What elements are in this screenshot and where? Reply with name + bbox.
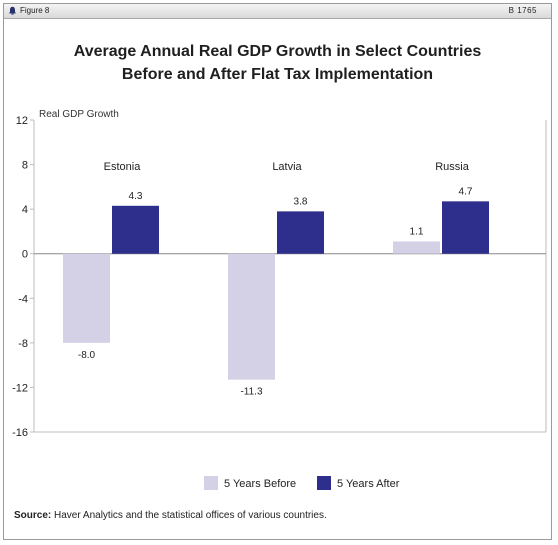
source-text: Haver Analytics and the statistical offi… (51, 510, 327, 521)
y-tick-label: -16 (12, 427, 28, 439)
source-label: Source: (14, 510, 52, 521)
bell-logo-icon (8, 6, 17, 15)
data-label: 4.7 (459, 186, 473, 197)
legend-label: 5 Years Before (224, 478, 296, 490)
legend-swatch (317, 476, 331, 490)
bar-after (442, 201, 489, 254)
category-label: Latvia (272, 161, 302, 173)
figure-label: Figure 8 (20, 6, 50, 15)
figure-header-bar: Figure 8 B 1765 (4, 4, 551, 19)
data-label: -11.3 (240, 387, 262, 398)
bar-after (112, 205, 159, 254)
y-tick-label: -12 (12, 382, 28, 394)
bar-before (63, 253, 110, 343)
y-tick-label: -8 (18, 338, 28, 350)
category-label: Russia (435, 161, 470, 173)
y-axis-label: Real GDP Growth (39, 109, 119, 120)
y-tick-label: 8 (22, 160, 28, 172)
bar-after (277, 211, 324, 254)
chart-title-line-2: Before and After Flat Tax Implementation (121, 66, 434, 83)
data-label: -8.0 (78, 350, 96, 361)
data-label: 1.1 (410, 226, 424, 237)
category-label: Estonia (104, 161, 142, 173)
figure-code: B 1765 (508, 6, 537, 15)
y-tick-label: 4 (22, 204, 28, 216)
legend-label: 5 Years After (337, 478, 400, 490)
figure-frame: Figure 8 B 1765 Average Annual Real GDP … (3, 3, 552, 540)
bar-chart: 12 8 4 0 -4 -8 -12 -16 Real GDP Growth Estonia -8.… (12, 109, 547, 490)
chart-title-line-1: Average Annual Real GDP Growth in Select… (73, 43, 482, 60)
y-tick-label: 0 (22, 249, 28, 261)
bar-before (393, 241, 440, 254)
bar-before (228, 253, 275, 380)
source-note: Source: Haver Analytics and the statisti… (14, 510, 327, 521)
y-tick-label: -4 (18, 293, 28, 305)
y-tick-label: 12 (16, 115, 28, 127)
data-label: 3.8 (294, 196, 308, 207)
data-label: 4.3 (129, 191, 143, 202)
legend-swatch (204, 476, 218, 490)
